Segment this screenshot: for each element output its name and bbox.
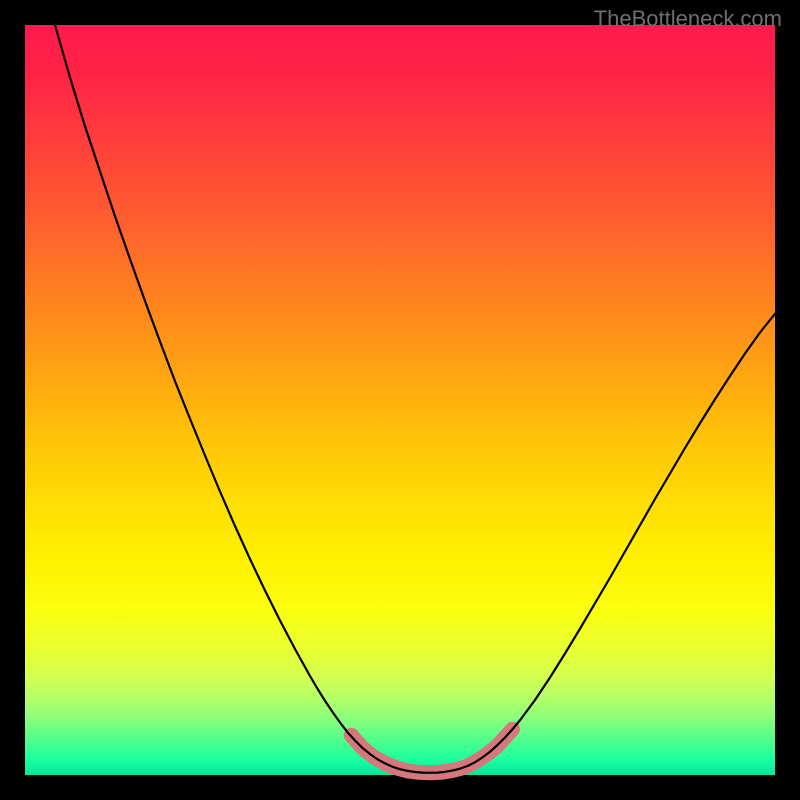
chart-plot-area [25,25,775,775]
main-curve [55,25,775,773]
chart-curves-layer [25,25,775,775]
highlight-segment [351,729,512,773]
watermark-text: TheBottleneck.com [594,6,782,32]
